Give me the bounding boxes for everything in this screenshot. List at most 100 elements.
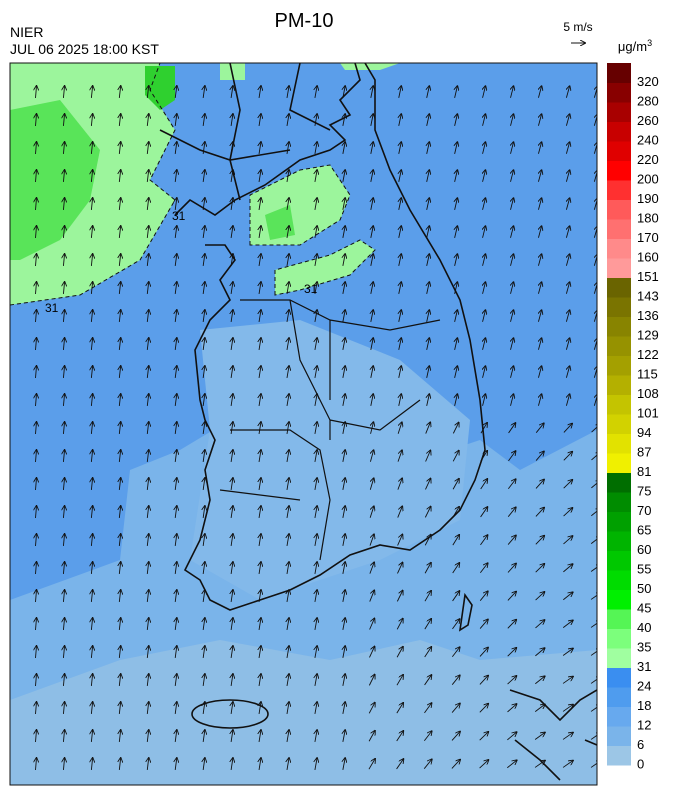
wind-arrow (36, 562, 37, 575)
wind-arrow (483, 254, 486, 266)
wind-arrow (399, 226, 401, 238)
colorbar-label: 12 (637, 717, 651, 732)
wind-arrow (594, 226, 597, 238)
wind-arrow (36, 730, 37, 743)
colorbar-label: 280 (637, 93, 659, 108)
colorbar-segment (607, 121, 631, 142)
colorbar-segment (607, 667, 631, 688)
wind-arrow (259, 338, 261, 350)
wind-arrow (119, 422, 120, 435)
wind-arrow (203, 170, 205, 183)
colorbar-label: 151 (637, 269, 659, 284)
wind-arrow (538, 366, 541, 378)
colorbar-segment (607, 219, 631, 239)
wind-arrow (315, 366, 317, 378)
colorbar-label: 320 (637, 74, 659, 89)
wind-arrow (566, 338, 569, 350)
colorbar-segment (607, 433, 631, 454)
wind-arrow (315, 422, 317, 434)
wind-arrow (287, 562, 289, 574)
wind-arrow (259, 142, 261, 154)
colorbar-label: 200 (637, 171, 659, 186)
wind-arrow (91, 142, 92, 155)
wind-arrow (119, 226, 120, 239)
wind-arrow (63, 254, 64, 267)
wind-arrow (480, 535, 487, 546)
wind-arrow (36, 758, 37, 771)
wind-arrow (287, 534, 289, 546)
wind-arrow (203, 226, 205, 239)
wind-arrow (119, 366, 120, 379)
wind-arrow (175, 394, 177, 407)
wind-arrow (590, 649, 597, 656)
wind-arrow (396, 619, 403, 630)
wind-arrow (371, 198, 373, 210)
wind-arrow (147, 534, 148, 547)
wind-arrow (590, 677, 597, 684)
wind-arrow (63, 506, 64, 519)
wind-arrow (424, 703, 431, 714)
wind-arrow (343, 226, 345, 238)
wind-arrow (511, 86, 514, 98)
wind-arrow (507, 479, 515, 490)
wind-arrow (594, 310, 597, 322)
wind-arrow (287, 674, 289, 686)
wind-arrow (175, 730, 177, 743)
wind-arrow (63, 310, 64, 323)
colorbar-label: 75 (637, 483, 651, 498)
wind-arrow (396, 703, 403, 714)
wind-arrow (36, 394, 37, 407)
wind-arrow (399, 394, 401, 406)
wind-arrow (538, 142, 541, 154)
wind-arrow (63, 758, 64, 771)
wind-arrow (315, 114, 317, 126)
wind-arrow (175, 618, 177, 631)
wind-arrow (119, 534, 120, 547)
wind-arrow (594, 338, 597, 350)
colorbar-label: 180 (637, 210, 659, 225)
wind-arrow (175, 478, 177, 491)
wind-arrow (63, 142, 64, 155)
wind-arrow (287, 226, 289, 238)
wind-arrow (231, 646, 233, 658)
wind-arrow (315, 450, 317, 462)
wind-arrow (147, 618, 148, 631)
wind-arrow (287, 730, 289, 742)
colorbar-label: 129 (637, 327, 659, 342)
wind-arrow (452, 535, 459, 546)
wind-arrow (507, 592, 516, 601)
wind-arrow (287, 366, 289, 378)
wind-arrow (427, 282, 430, 294)
wind-arrow (535, 564, 545, 573)
wind-arrow (175, 86, 177, 99)
wind-arrow (371, 366, 373, 378)
wind-arrow (91, 338, 92, 351)
colorbar-segment (607, 628, 631, 649)
colorbar-segment (607, 277, 631, 298)
wind-arrow (36, 422, 37, 435)
wind-arrow (452, 563, 460, 574)
wind-arrow (147, 422, 148, 435)
wind-arrow (535, 423, 544, 433)
colorbar-label: 240 (637, 132, 659, 147)
wind-arrow (534, 761, 545, 768)
wind-arrow (175, 590, 177, 603)
green-region-dark (10, 100, 100, 260)
wind-arrow (119, 646, 120, 659)
colorbar-label: 87 (637, 444, 651, 459)
wind-arrow (538, 254, 541, 266)
wind-arrow (483, 282, 486, 294)
wind-arrow (259, 86, 261, 98)
colorbar-label: 70 (637, 503, 651, 518)
colorbar-segment (607, 160, 631, 181)
wind-arrow (483, 170, 486, 182)
wind-arrow (63, 338, 64, 351)
wind-arrow (175, 226, 177, 239)
colorbar-segment (607, 492, 631, 512)
wind-arrow (535, 648, 544, 657)
wind-arrow (287, 254, 289, 266)
wind-arrow (175, 674, 177, 687)
green-region-dark (265, 205, 295, 240)
wind-arrow (91, 702, 92, 715)
colorbar-segment (607, 589, 631, 610)
